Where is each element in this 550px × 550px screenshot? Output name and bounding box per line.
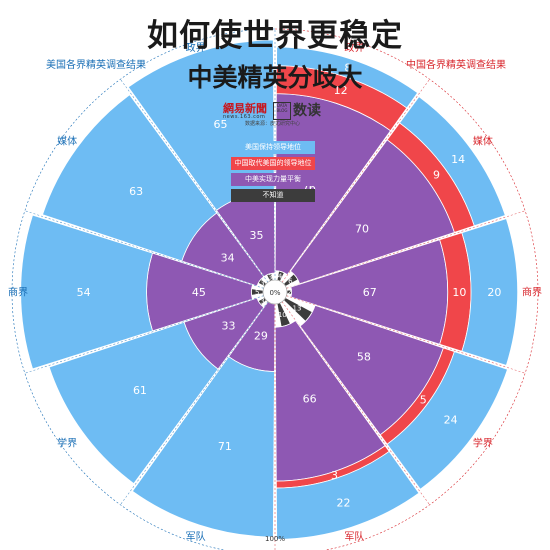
left-separator-3 [24, 295, 264, 374]
right-category-label-4: 军队 [344, 530, 364, 543]
right-category-label-3: 学界 [473, 437, 493, 450]
left-0-1-value-label: 35 [250, 229, 264, 242]
left-0-0-value-label: 65 [214, 118, 228, 131]
legend-balance-label: 中美实现力量平衡 [245, 175, 301, 183]
left-category-label-3: 学界 [57, 437, 77, 450]
right-1-2-value-label: 70 [355, 223, 369, 236]
left-1-0-value-label: 63 [129, 185, 143, 198]
right-4-0-segment [275, 450, 420, 540]
data-blog-logo: DATA BLOG [273, 102, 291, 120]
left-1-0-segment [42, 94, 218, 262]
right-0-3-value-label: 4 [278, 273, 283, 281]
right-4-2-value-label: 66 [303, 393, 317, 406]
left-3-1-value-label: 33 [222, 320, 236, 333]
left-4-0-value-label: 71 [218, 440, 232, 453]
left-2-0-value-label: 54 [77, 286, 91, 299]
right-2-2-value-label: 67 [363, 286, 377, 299]
page-title: 如何使世界更稳定 [147, 18, 403, 54]
right-0-1-value-label: 12 [334, 84, 348, 97]
right-category-label-1: 媒体 [473, 135, 493, 147]
left-category-label-1: 媒体 [57, 135, 77, 147]
left-outer-arc [11, 28, 276, 550]
left-category-label-0: 政界 [186, 41, 206, 54]
left-2-0-segment [20, 214, 154, 370]
right-category-label-0: 政界 [344, 41, 364, 54]
center-circle [262, 279, 288, 305]
product-name: 数读 [293, 103, 321, 119]
brand-block: 網易新聞 news.163.com DATA BLOG 数读 数据来源：皮尤研究… [223, 100, 333, 127]
netease-news-logo: 網易新聞 [223, 102, 267, 115]
right-0-0-segment [276, 46, 419, 109]
right-category-label-2: 商界 [522, 286, 542, 299]
right-2-3-value-label: 2 [287, 288, 291, 296]
right-4-3-value-label: 10 [278, 311, 287, 319]
legend-unknown-label: 不知道 [262, 191, 284, 199]
left-3-2-value-label: 3 [260, 298, 264, 306]
right-2-1-value-label: 10 [452, 286, 466, 299]
left-survey-label: 美国各界精英调查结果 [46, 60, 146, 71]
right-3-3-value-label: 13 [292, 304, 301, 312]
left-3-0-segment [48, 321, 219, 485]
right-1-1-value-label: 9 [433, 169, 440, 182]
right-1-0-segment [399, 96, 506, 227]
left-1-1-value-label: 34 [221, 251, 235, 264]
right-4-0-value-label: 22 [337, 497, 351, 510]
legend-us-lead: 美国保持领导地位 [231, 141, 315, 154]
center-label: 0% [269, 289, 280, 297]
left-4-1-value-label: 29 [254, 329, 268, 342]
legend-balance: 中美实现力量平衡 [231, 173, 315, 186]
right-outer-arc [274, 28, 539, 550]
left-3-0-value-label: 61 [133, 384, 147, 397]
legend-unknown: 不知道 [231, 189, 315, 202]
left-1-2-value-label: 3 [260, 279, 264, 287]
right-3-0-value-label: 24 [444, 413, 458, 426]
right-3-1-value-label: 5 [420, 394, 427, 407]
legend-china-replace: 中国取代美国的领导地位 [231, 157, 315, 170]
right-3-2-value-label: 58 [357, 350, 371, 363]
left-4-0-segment [131, 356, 275, 538]
left-separator-4 [120, 301, 269, 505]
left-2-2-value-label: 5 [255, 288, 259, 296]
data-source: 数据来源：皮尤研究中心 [245, 121, 301, 127]
right-2-0-segment [461, 218, 519, 366]
page-subtitle: 中美精英分歧大 [187, 63, 363, 92]
legend-china-replace-label: 中国取代美国的领导地位 [234, 159, 312, 167]
left-category-label-4: 军队 [186, 530, 206, 543]
right-0-0-value-label: 8 [344, 62, 351, 75]
right-2-0-value-label: 20 [487, 286, 501, 299]
right-survey-label: 中国各界精英调查结果 [406, 60, 506, 71]
right-4-1-value-label: 3 [331, 469, 338, 482]
right-1-0-value-label: 14 [451, 153, 465, 166]
left-separator-1 [120, 79, 269, 283]
netease-news-url: news.163.com [223, 114, 266, 120]
outer-label: 100% [265, 535, 285, 543]
left-separator-2 [24, 210, 264, 289]
left-0-2-value-label: 3 [268, 274, 272, 282]
legend-us-lead-label: 美国保持领导地位 [245, 143, 301, 151]
right-3-0-segment [386, 351, 508, 490]
left-2-1-value-label: 45 [192, 286, 206, 299]
right-1-3-value-label: 6 [288, 277, 293, 285]
left-category-label-2: 商界 [8, 286, 28, 299]
